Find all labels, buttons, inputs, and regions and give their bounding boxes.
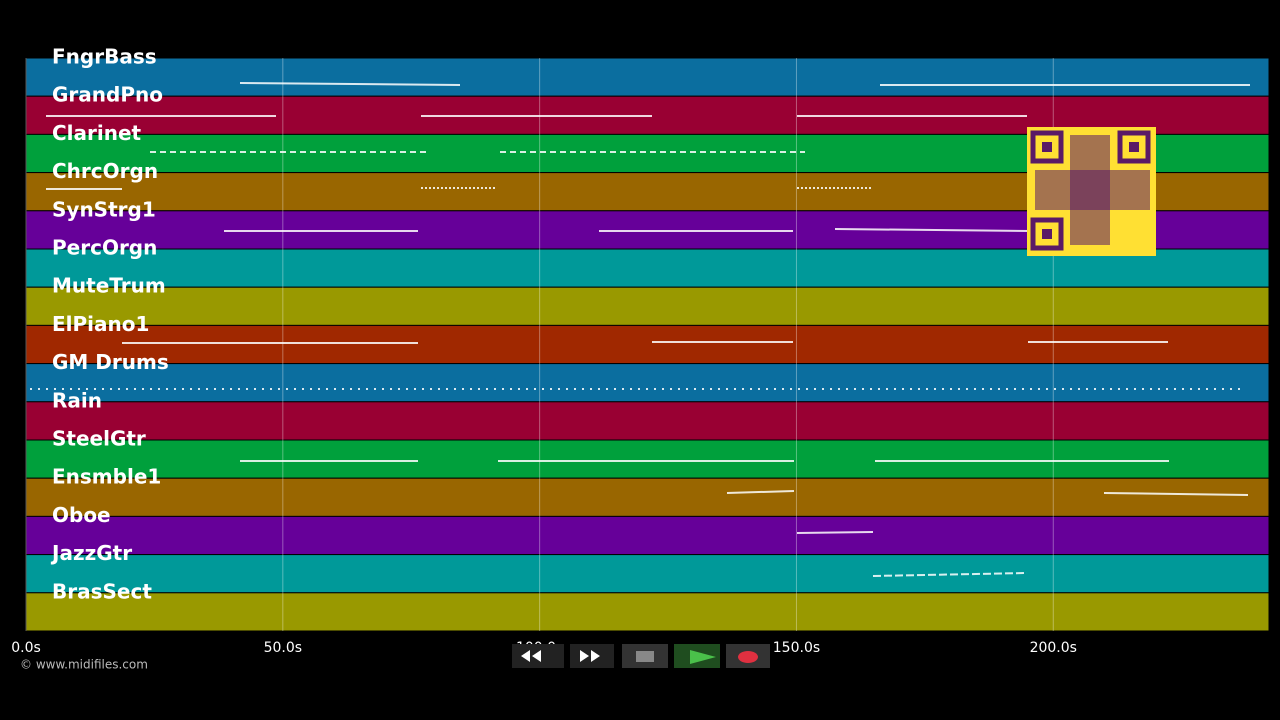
- track-label: ChrcOrgn: [52, 159, 158, 183]
- track-band: [25, 515, 1270, 556]
- track-band: [25, 401, 1270, 441]
- track-band: [25, 439, 1270, 479]
- note-run: [726, 490, 795, 494]
- track-label: MuteTrum: [52, 274, 166, 298]
- tick-label: 0.0s: [11, 640, 41, 656]
- note-run: [239, 82, 461, 86]
- track-band: [25, 363, 1270, 403]
- note-run: [1103, 492, 1249, 496]
- track-label: SynStrg1: [52, 197, 156, 221]
- transport-controls: [512, 644, 770, 668]
- track-label: GrandPno: [52, 83, 163, 107]
- track-label: PercOrgn: [52, 236, 157, 260]
- track-band: [25, 324, 1270, 365]
- track-label: Oboe: [52, 503, 111, 527]
- tick-label: 200.0s: [1030, 640, 1077, 656]
- track-band: [25, 286, 1270, 326]
- watermark: © www.midifiles.com: [20, 658, 148, 672]
- track-label: SteelGtr: [52, 427, 146, 451]
- track-label: ElPiano1: [52, 312, 149, 336]
- track-label: Ensmble1: [52, 465, 161, 489]
- track-band: [25, 477, 1270, 517]
- note-run: [872, 572, 1028, 577]
- tick-label: 50.0s: [264, 640, 302, 656]
- qr-code: [1027, 127, 1156, 256]
- track-label: JazzGtr: [50, 541, 132, 565]
- track-label: GM Drums: [52, 350, 169, 374]
- tick-label: 150.0s: [773, 640, 820, 656]
- track-band: [25, 592, 1270, 632]
- notes: [30, 82, 1250, 577]
- track-label: BrasSect: [52, 579, 152, 603]
- track-labels: FngrBass GrandPno Clarinet ChrcOrgn SynStrg1…: [50, 45, 169, 604]
- note-run: [834, 228, 1031, 232]
- track-band: [25, 57, 1270, 97]
- track-band: [25, 554, 1270, 594]
- track-label: Clarinet: [52, 121, 142, 145]
- note-run: [796, 531, 874, 534]
- track-label: FngrBass: [52, 45, 157, 69]
- track-label: Rain: [52, 388, 102, 412]
